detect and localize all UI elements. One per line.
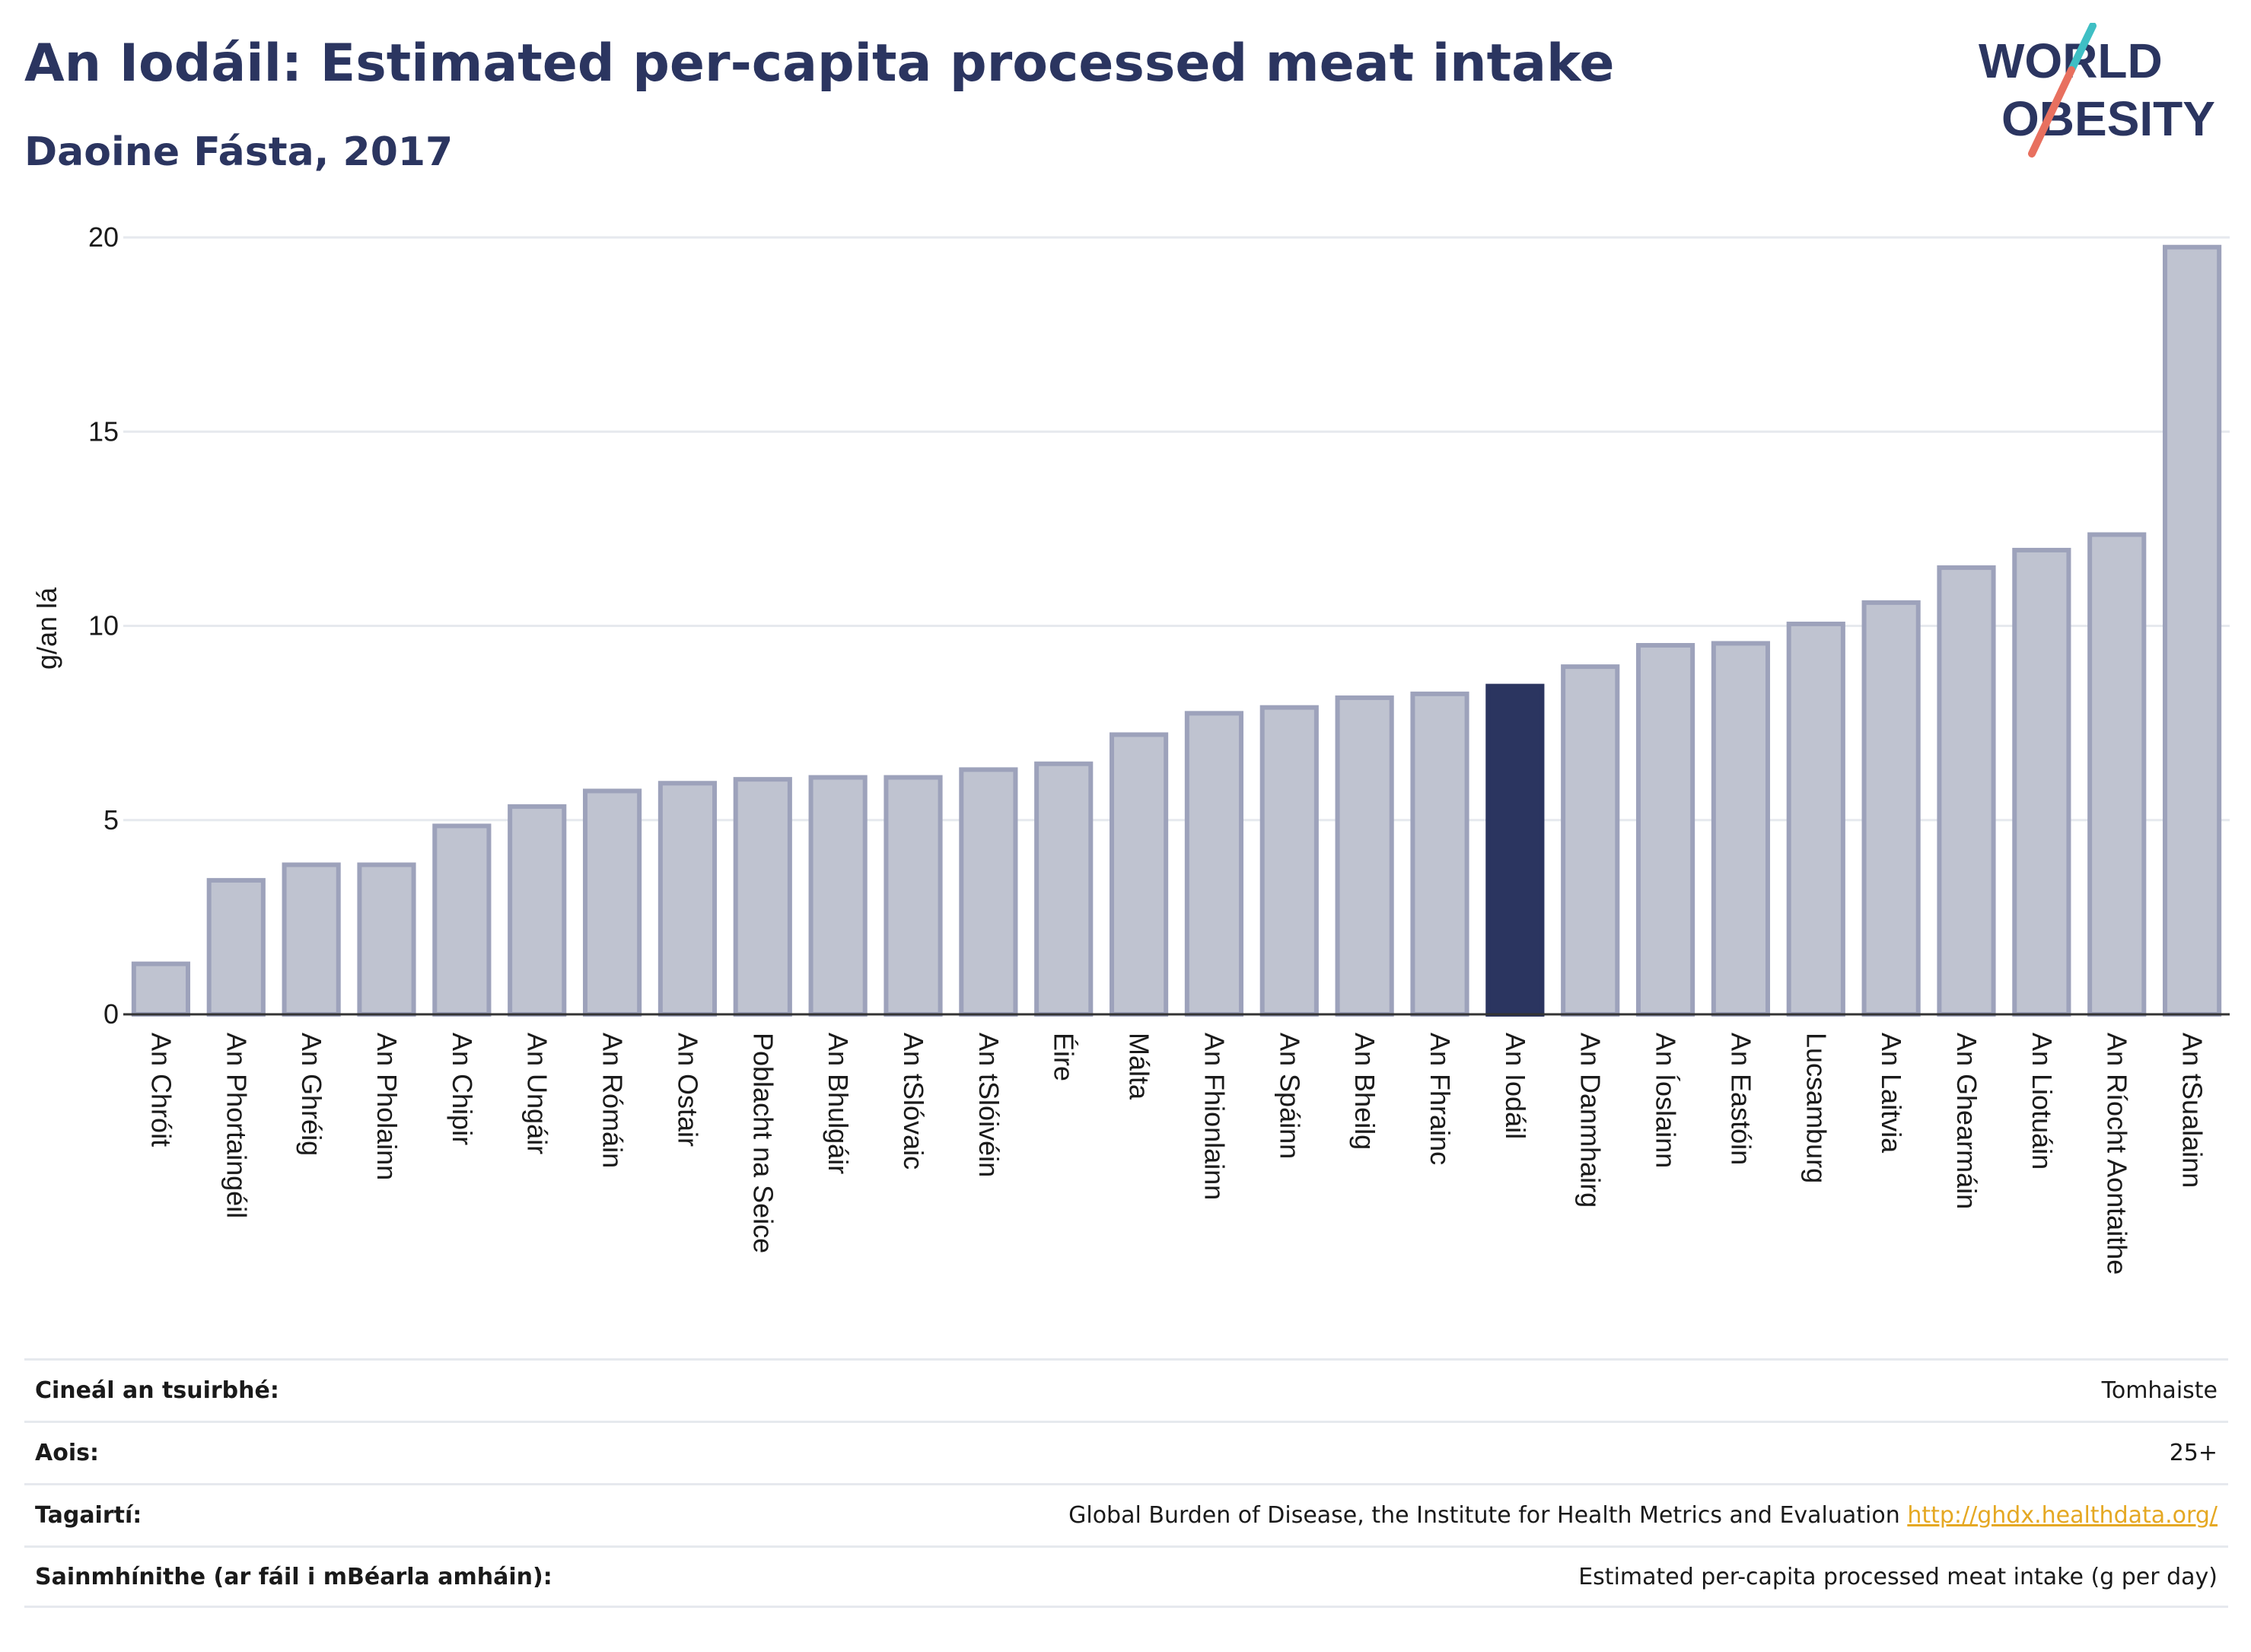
- x-tick-label: An Íoslainn: [1651, 1033, 1682, 1168]
- bar-9: [808, 775, 868, 1017]
- x-tick-label: An Fhrainc: [1425, 1033, 1456, 1165]
- world-obesity-logo: WORLD OBESITY: [1979, 23, 2215, 158]
- y-tick-label: 20: [88, 221, 119, 253]
- y-tick-label: 0: [103, 998, 119, 1030]
- bar-8: [733, 777, 792, 1017]
- x-tick-label: An Ungáir: [522, 1033, 553, 1154]
- bar-15: [1259, 705, 1319, 1017]
- meta-row-references: Tagairtí: Global Burden of Disease, the …: [24, 1483, 2228, 1545]
- y-tick-label: 15: [88, 415, 119, 447]
- meta-value: Estimated per-capita processed meat inta…: [1578, 1563, 2218, 1590]
- y-axis-label: g/an lá: [31, 587, 62, 670]
- x-tick-label: An Ghearmáin: [1951, 1033, 1982, 1209]
- x-tick-label: An Ostair: [672, 1033, 703, 1147]
- x-tick-label: An Ghréig: [296, 1033, 327, 1156]
- chart-title: An Iodáil: Estimated per-capita processe…: [24, 33, 1615, 94]
- chart-subtitle: Daoine Fásta, 2017: [24, 129, 454, 175]
- meta-row-age: Aois: 25+: [24, 1421, 2228, 1483]
- bar-11: [959, 767, 1018, 1017]
- x-tick-label: An Liotuáin: [2027, 1033, 2058, 1170]
- bar-26: [2087, 532, 2147, 1017]
- x-tick-label: An tSlóivéin: [973, 1033, 1005, 1177]
- x-tick-label: An Chróit: [145, 1033, 177, 1147]
- bar-2: [282, 862, 341, 1017]
- bar-17: [1410, 691, 1469, 1017]
- x-tick-label: An Bheilg: [1349, 1033, 1380, 1150]
- meta-label: Cineál an tsuirbhé:: [35, 1377, 279, 1404]
- x-tick-label: An Pholainn: [371, 1033, 403, 1180]
- bar-25: [2012, 547, 2071, 1017]
- x-tick-label: An Eastóin: [1725, 1033, 1756, 1165]
- meta-value: 25+: [2169, 1440, 2218, 1466]
- x-tick-label: An Ríocht Aontaithe: [2102, 1033, 2133, 1275]
- x-tick-label: An Iodáil: [1500, 1033, 1531, 1139]
- x-tick-label: An tSualainn: [2177, 1033, 2208, 1188]
- meta-label: Sainmhínithe (ar fáil i mBéarla amháin):: [35, 1563, 552, 1590]
- bar-23: [1861, 600, 1921, 1017]
- bar-16: [1335, 695, 1394, 1017]
- reference-text: Global Burden of Disease, the Institute …: [1068, 1502, 1900, 1529]
- meta-row-definitions: Sainmhínithe (ar fáil i mBéarla amháin):…: [24, 1545, 2228, 1608]
- y-tick-label: 5: [103, 804, 119, 836]
- bar-18: [1485, 683, 1545, 1017]
- bar-4: [432, 823, 492, 1017]
- x-tick-label: An Spáinn: [1274, 1033, 1305, 1159]
- x-axis-labels: An Chróit An Phortaingéil An Ghréig An Phol…: [145, 1033, 2208, 1275]
- x-tick-label: Lucsamburg: [1800, 1033, 1832, 1183]
- bar-21: [1711, 641, 1771, 1017]
- bar-20: [1635, 643, 1695, 1017]
- x-tick-label: Éire: [1049, 1033, 1080, 1081]
- x-tick-label: An Rómáin: [597, 1033, 629, 1168]
- bar-1: [206, 877, 266, 1017]
- bar-27: [2162, 244, 2222, 1017]
- bar-13: [1109, 732, 1169, 1017]
- bar-22: [1786, 621, 1845, 1017]
- bar-7: [657, 781, 718, 1017]
- meta-label: Tagairtí:: [35, 1502, 142, 1529]
- bar-6: [582, 788, 642, 1017]
- bar-14: [1184, 711, 1244, 1017]
- bar-10: [884, 775, 943, 1017]
- bar-0: [131, 961, 191, 1017]
- bar-5: [508, 804, 567, 1017]
- bars: [123, 244, 2230, 1017]
- bar-19: [1561, 664, 1620, 1017]
- x-tick-label: An Phortaingéil: [221, 1033, 252, 1218]
- x-tick-label: An Bhulgáir: [823, 1033, 854, 1174]
- x-tick-label: Málta: [1124, 1033, 1155, 1100]
- meta-value-references: Global Burden of Disease, the Institute …: [1068, 1502, 2218, 1529]
- x-tick-label: An Laitvia: [1876, 1033, 1907, 1154]
- x-tick-label: Poblacht na Seice: [747, 1033, 778, 1253]
- meta-table: Cineál an tsuirbhé: Tomhaiste Aois: 25+ …: [24, 1358, 2228, 1608]
- x-tick-label: An Chipir: [447, 1033, 478, 1145]
- x-tick-label: An tSlóvaic: [898, 1033, 929, 1170]
- bar-24: [1937, 565, 1996, 1017]
- reference-link[interactable]: http://ghdx.healthdata.org/: [1907, 1502, 2218, 1529]
- y-axis-ticks: 0 5 10 15 20: [88, 221, 119, 1030]
- meta-row-survey-type: Cineál an tsuirbhé: Tomhaiste: [24, 1358, 2228, 1421]
- meta-value: Tomhaiste: [2101, 1377, 2218, 1404]
- y-tick-label: 10: [88, 610, 119, 641]
- x-tick-label: An Fhionlainn: [1199, 1033, 1230, 1200]
- bar-3: [357, 862, 416, 1017]
- bar-chart: 0 5 10 15 20 An Chróit An Phortaingéil An Ghré…: [31, 221, 2230, 1275]
- x-tick-label: An Danmhairg: [1575, 1033, 1606, 1208]
- bar-12: [1034, 761, 1094, 1017]
- meta-label: Aois:: [35, 1440, 99, 1466]
